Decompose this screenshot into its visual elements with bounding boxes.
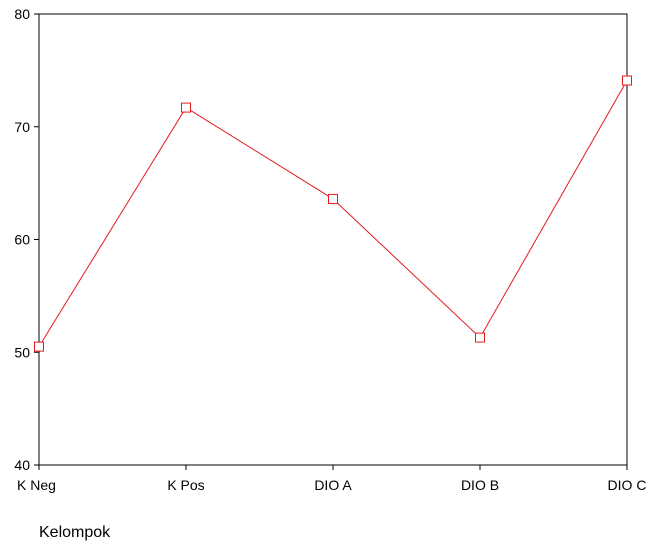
x-axis: K Neg K Pos DIO A DIO B DIO C [17, 465, 646, 493]
x-tick-label: K Pos [167, 477, 204, 493]
data-point-marker [34, 341, 44, 352]
plot-frame [38, 13, 628, 466]
y-axis: 40 50 60 70 80 [14, 6, 39, 473]
data-point-marker [475, 332, 485, 343]
data-point-marker [622, 75, 632, 86]
data-point-marker [328, 193, 338, 204]
y-tick-label: 80 [14, 6, 30, 22]
y-tick-label: 40 [14, 457, 30, 473]
x-tick-label: DIO A [314, 477, 352, 493]
x-tick-label: K Neg [17, 477, 56, 493]
y-tick-label: 60 [14, 232, 30, 248]
x-tick-label: DIO C [608, 477, 647, 493]
series-layer [34, 75, 632, 352]
x-axis-label: Kelompok [39, 524, 111, 541]
y-tick-label: 70 [14, 119, 30, 135]
series-line [38, 80, 628, 347]
x-tick-label: DIO B [461, 477, 499, 493]
data-point-marker [181, 102, 191, 113]
y-tick-label: 50 [14, 344, 30, 360]
